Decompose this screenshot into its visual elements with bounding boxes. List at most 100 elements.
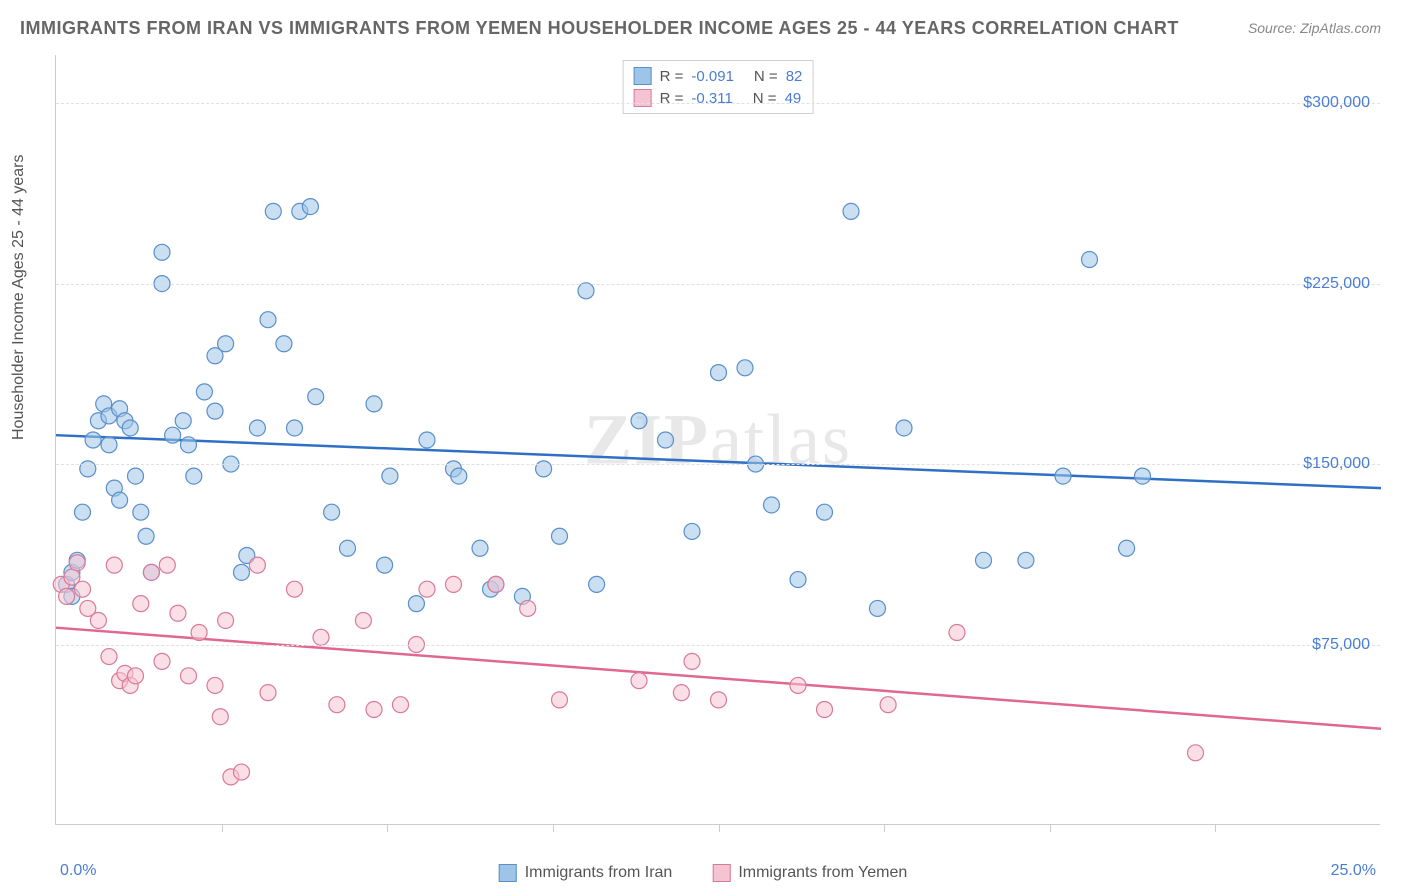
legend-bottom: Immigrants from Iran Immigrants from Yeme…: [499, 864, 908, 882]
data-point: [340, 540, 356, 556]
legend-r-value: -0.091: [691, 68, 734, 85]
legend-label: Immigrants from Iran: [525, 864, 673, 882]
data-point: [817, 702, 833, 718]
y-axis-label: Householder Income Ages 25 - 44 years: [10, 155, 28, 441]
data-point: [382, 468, 398, 484]
data-point: [472, 540, 488, 556]
data-point: [154, 653, 170, 669]
data-point: [393, 697, 409, 713]
data-point: [1119, 540, 1135, 556]
data-point: [234, 764, 250, 780]
data-point: [408, 596, 424, 612]
y-tick-label: $225,000: [1303, 275, 1370, 293]
source-label: Source: ZipAtlas.com: [1248, 20, 1381, 36]
gridline: [56, 103, 1380, 104]
data-point: [520, 600, 536, 616]
x-tick: [884, 824, 885, 832]
x-tick: [719, 824, 720, 832]
data-point: [218, 336, 234, 352]
data-point: [106, 557, 122, 573]
data-point: [260, 685, 276, 701]
legend-n-label: N =: [754, 68, 778, 85]
data-point: [631, 673, 647, 689]
x-tick: [1215, 824, 1216, 832]
data-point: [1018, 552, 1034, 568]
data-point: [684, 523, 700, 539]
data-point: [138, 528, 154, 544]
data-point: [451, 468, 467, 484]
x-tick-max: 25.0%: [1331, 862, 1376, 880]
data-point: [355, 612, 371, 628]
data-point: [673, 685, 689, 701]
legend-label: Immigrants from Yemen: [738, 864, 907, 882]
legend-stat-row: R = -0.311N = 49: [634, 87, 803, 109]
legend-n-value: 82: [786, 68, 803, 85]
legend-stat-row: R = -0.091 N = 82: [634, 65, 803, 87]
y-tick-label: $75,000: [1312, 636, 1370, 654]
gridline: [56, 464, 1380, 465]
data-point: [817, 504, 833, 520]
data-point: [631, 413, 647, 429]
data-point: [870, 600, 886, 616]
legend-swatch: [712, 864, 730, 882]
data-point: [196, 384, 212, 400]
data-point: [880, 697, 896, 713]
legend-r-label: R =: [660, 68, 684, 85]
x-tick: [1050, 824, 1051, 832]
data-point: [234, 564, 250, 580]
data-point: [976, 552, 992, 568]
data-point: [191, 625, 207, 641]
data-point: [133, 504, 149, 520]
data-point: [69, 555, 85, 571]
data-point: [133, 596, 149, 612]
x-tick: [222, 824, 223, 832]
data-point: [181, 668, 197, 684]
data-point: [446, 576, 462, 592]
data-point: [313, 629, 329, 645]
data-point: [90, 612, 106, 628]
legend-item: Immigrants from Yemen: [712, 864, 907, 882]
data-point: [488, 576, 504, 592]
data-point: [419, 581, 435, 597]
data-point: [324, 504, 340, 520]
data-point: [578, 283, 594, 299]
data-point: [329, 697, 345, 713]
data-point: [101, 437, 117, 453]
data-point: [552, 528, 568, 544]
data-point: [684, 653, 700, 669]
data-point: [949, 625, 965, 641]
data-point: [212, 709, 228, 725]
data-point: [1188, 745, 1204, 761]
legend-swatch: [499, 864, 517, 882]
legend-swatch: [634, 67, 652, 85]
data-point: [1055, 468, 1071, 484]
data-point: [419, 432, 435, 448]
data-point: [711, 692, 727, 708]
legend-swatch: [634, 89, 652, 107]
chart-title: IMMIGRANTS FROM IRAN VS IMMIGRANTS FROM …: [20, 18, 1179, 39]
data-point: [218, 612, 234, 628]
data-point: [260, 312, 276, 328]
data-point: [101, 649, 117, 665]
scatter-svg: [56, 55, 1380, 824]
data-point: [896, 420, 912, 436]
data-point: [170, 605, 186, 621]
data-point: [1082, 252, 1098, 268]
data-point: [207, 677, 223, 693]
gridline: [56, 645, 1380, 646]
data-point: [711, 365, 727, 381]
data-point: [112, 492, 128, 508]
data-point: [1135, 468, 1151, 484]
data-point: [181, 437, 197, 453]
data-point: [59, 588, 75, 604]
data-point: [366, 702, 382, 718]
data-point: [658, 432, 674, 448]
data-point: [764, 497, 780, 513]
x-tick: [387, 824, 388, 832]
data-point: [790, 572, 806, 588]
data-point: [265, 203, 281, 219]
data-point: [790, 677, 806, 693]
chart-plot-area: ZIPatlas R = -0.091N = 82R = -0.311N = 4…: [55, 55, 1380, 825]
data-point: [165, 427, 181, 443]
trend-line: [56, 628, 1381, 729]
